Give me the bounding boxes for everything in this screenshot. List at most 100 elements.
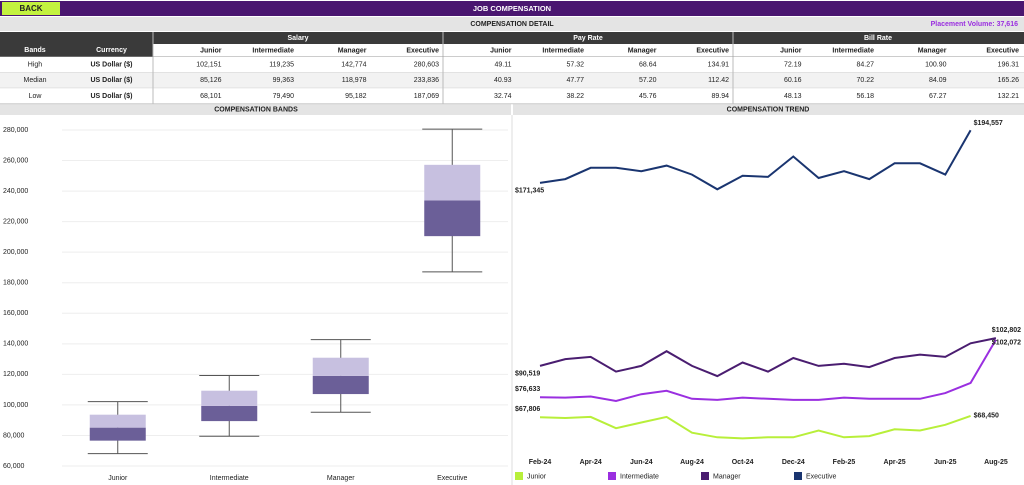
column-header: Bands: [24, 47, 46, 54]
x-tick-label: Aug-25: [984, 459, 1008, 466]
box-lower: [201, 405, 258, 422]
box-lower: [89, 427, 146, 441]
x-tick-label: Apr-25: [884, 459, 906, 466]
column-header: Executive: [696, 47, 729, 54]
trend-line: [539, 337, 997, 378]
x-tick-label: Feb-25: [833, 459, 856, 466]
data-label: $102,072: [992, 340, 1021, 347]
legend-label: Manager: [713, 473, 741, 480]
y-tick-label: 60,000: [3, 463, 25, 470]
back-button[interactable]: [2, 2, 60, 15]
table-cell: 70.22: [856, 77, 874, 84]
legend-swatch: [701, 472, 709, 480]
table-cell: 196.31: [998, 62, 1020, 69]
y-tick-label: 140,000: [3, 341, 28, 348]
table-cell: Median: [24, 77, 47, 84]
table-cell: 68.64: [639, 62, 657, 69]
x-tick-label: Jun-25: [934, 459, 957, 466]
table-cell: 48.13: [784, 93, 802, 100]
table-cell: US Dollar ($): [90, 62, 132, 69]
table-cell: 134.91: [708, 62, 730, 69]
table-cell: 68,101: [200, 93, 222, 100]
legend-label: Intermediate: [620, 473, 659, 480]
table-cell: 57.20: [639, 77, 657, 84]
y-tick-label: 280,000: [3, 127, 28, 134]
table-cell: US Dollar ($): [90, 77, 132, 84]
table-row: [0, 57, 1024, 73]
table-header-bg: [0, 32, 1024, 44]
table-cell: 119,235: [269, 62, 294, 69]
table-cell: 47.77: [566, 77, 584, 84]
x-tick-label: Jun-24: [630, 459, 653, 466]
y-tick-label: 240,000: [3, 188, 28, 195]
y-tick-label: 180,000: [3, 280, 28, 287]
y-tick-label: 260,000: [3, 157, 28, 164]
table-header-bg: [0, 44, 153, 57]
column-header: Junior: [200, 47, 222, 54]
table-cell: 79,490: [273, 93, 295, 100]
table-cell: High: [28, 62, 43, 69]
column-header: Currency: [96, 47, 127, 54]
table-cell: 49.11: [495, 62, 512, 69]
table-cell: 45.76: [639, 93, 657, 100]
box-upper: [424, 164, 481, 201]
x-tick-label: Dec-24: [782, 459, 805, 466]
table-cell: 84.09: [929, 77, 947, 84]
table-cell: 57.32: [566, 62, 584, 69]
box-upper: [89, 414, 146, 428]
x-tick-label: Apr-24: [580, 459, 602, 466]
y-tick-label: 220,000: [3, 218, 28, 225]
column-header: Manager: [918, 47, 947, 54]
group-header: Bill Rate: [864, 35, 892, 42]
column-header: Junior: [490, 47, 512, 54]
table-cell: 95,182: [345, 93, 367, 100]
table-cell: 112.42: [708, 77, 729, 84]
data-label: $171,345: [515, 188, 544, 195]
back-label[interactable]: BACK: [19, 4, 42, 13]
table-cell: 99,363: [273, 77, 295, 84]
table-cell: 38.22: [566, 93, 584, 100]
y-tick-label: 120,000: [3, 371, 28, 378]
x-tick-label: Intermediate: [210, 475, 249, 482]
section-bar: [0, 104, 511, 115]
data-label: $67,806: [515, 406, 540, 413]
table-cell: 280,603: [414, 62, 439, 69]
group-header: Pay Rate: [573, 35, 603, 42]
placement-volume: Placement Volume: 37,616: [931, 21, 1019, 28]
legend-swatch: [515, 472, 523, 480]
y-tick-label: 100,000: [3, 402, 28, 409]
table-cell: 165.26: [998, 77, 1020, 84]
table-row: [0, 88, 1024, 104]
y-tick-label: 160,000: [3, 310, 28, 317]
box-lower: [424, 200, 481, 237]
table-cell: 85,126: [200, 77, 222, 84]
table-cell: 100.90: [925, 62, 947, 69]
table-cell: 89.94: [711, 93, 729, 100]
legend-label: Executive: [806, 473, 836, 480]
box-upper: [201, 390, 258, 406]
x-tick-label: Junior: [108, 475, 128, 482]
table-cell: 142,774: [341, 62, 366, 69]
table-cell: 118,978: [342, 77, 367, 84]
page-title: JOB COMPENSATION: [473, 4, 551, 13]
table-cell: 72.19: [784, 62, 802, 69]
group-header: Salary: [287, 35, 308, 42]
y-tick-label: 80,000: [3, 432, 25, 439]
column-header: Manager: [338, 47, 367, 54]
data-label: $68,450: [974, 413, 999, 420]
legend-swatch: [608, 472, 616, 480]
table-cell: 32.74: [494, 93, 512, 100]
detail-bar: [0, 17, 1024, 31]
table-cell: 67.27: [929, 93, 947, 100]
x-tick-label: Aug-24: [680, 459, 704, 466]
table-cell: 132.21: [998, 93, 1020, 100]
column-header: Intermediate: [542, 47, 584, 54]
box-upper: [312, 357, 369, 376]
section-bar: [513, 104, 1024, 115]
data-label: $90,519: [515, 371, 540, 378]
box-lower: [312, 375, 369, 395]
x-tick-label: Oct-24: [732, 459, 754, 466]
table-cell: Low: [29, 93, 43, 100]
